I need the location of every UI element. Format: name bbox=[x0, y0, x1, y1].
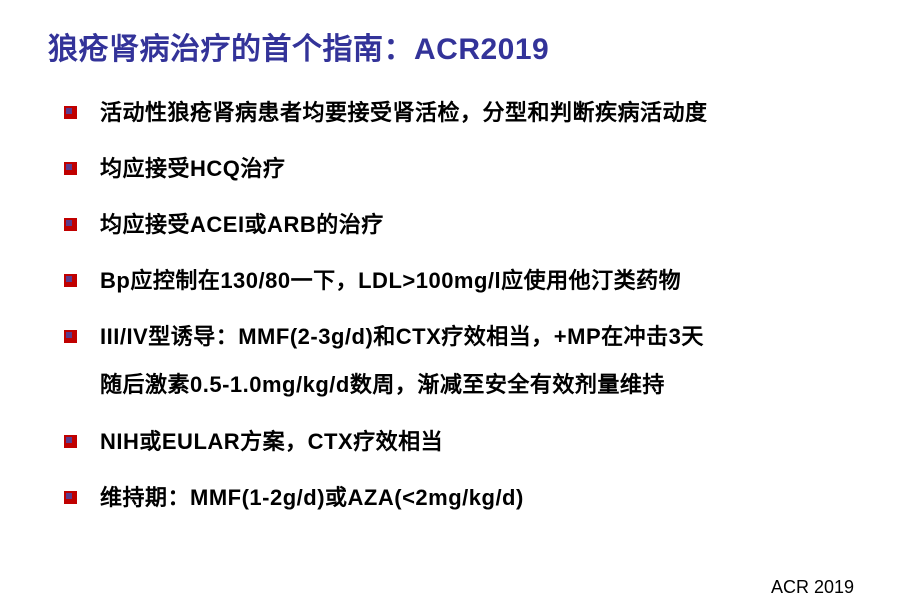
bullet-text: 活动性狼疮肾病患者均要接受肾活检，分型和判断疾病活动度 bbox=[100, 100, 708, 125]
bullet-text: 维持期：MMF(1-2g/d)或AZA(<2mg/kg/d) bbox=[100, 485, 524, 510]
slide: 狼疮肾病治疗的首个指南：ACR2019 活动性狼疮肾病患者均要接受肾活检，分型和… bbox=[0, 0, 920, 614]
bullet-text-continuation: 随后激素0.5-1.0mg/kg/d数周，渐减至安全有效剂量维持 bbox=[100, 368, 872, 402]
bullet-text: NIH或EULAR方案，CTX疗效相当 bbox=[100, 429, 443, 454]
footer-reference: ACR 2019 bbox=[771, 577, 854, 598]
slide-title: 狼疮肾病治疗的首个指南：ACR2019 bbox=[48, 24, 872, 68]
list-item: 均应接受HCQ治疗 bbox=[64, 152, 872, 186]
bullet-list: 活动性狼疮肾病患者均要接受肾活检，分型和判断疾病活动度 均应接受HCQ治疗 均应… bbox=[48, 96, 872, 515]
bullet-icon bbox=[64, 491, 77, 504]
list-item: 维持期：MMF(1-2g/d)或AZA(<2mg/kg/d) bbox=[64, 481, 872, 515]
list-item: 均应接受ACEI或ARB的治疗 bbox=[64, 208, 872, 242]
bullet-icon bbox=[64, 274, 77, 287]
bullet-text: 均应接受ACEI或ARB的治疗 bbox=[100, 212, 384, 237]
bullet-icon bbox=[64, 435, 77, 448]
bullet-text: Bp应控制在130/80一下，LDL>100mg/l应使用他汀类药物 bbox=[100, 268, 681, 293]
list-item: 活动性狼疮肾病患者均要接受肾活检，分型和判断疾病活动度 bbox=[64, 96, 872, 130]
bullet-icon bbox=[64, 330, 77, 343]
bullet-text: III/IV型诱导：MMF(2-3g/d)和CTX疗效相当，+MP在冲击3天 bbox=[100, 324, 704, 349]
list-item: Bp应控制在130/80一下，LDL>100mg/l应使用他汀类药物 bbox=[64, 264, 872, 298]
bullet-icon bbox=[64, 162, 77, 175]
bullet-icon bbox=[64, 106, 77, 119]
bullet-text: 均应接受HCQ治疗 bbox=[100, 156, 285, 181]
list-item: NIH或EULAR方案，CTX疗效相当 bbox=[64, 425, 872, 459]
bullet-icon bbox=[64, 218, 77, 231]
list-item: III/IV型诱导：MMF(2-3g/d)和CTX疗效相当，+MP在冲击3天 随… bbox=[64, 320, 872, 402]
